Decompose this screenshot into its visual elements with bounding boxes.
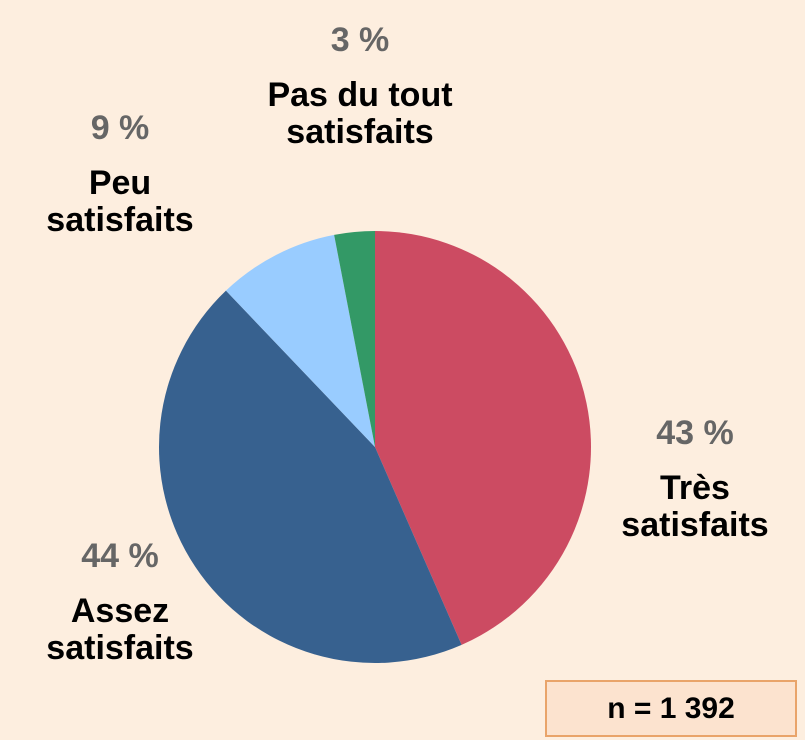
slice-label: 9 % Peu satisfaits — [20, 110, 220, 239]
value-label: 44 % — [81, 537, 159, 575]
value-label: 9 % — [90, 109, 150, 147]
slice-label: 3 % Pas du tout satisfaits — [255, 22, 465, 151]
pie-slice — [334, 231, 375, 447]
category-label: Assez satisfaits — [46, 592, 194, 667]
sample-size-note: n = 1 392 — [545, 680, 797, 737]
pie-slice — [158, 290, 462, 664]
category-label: Pas du tout satisfaits — [267, 76, 453, 151]
pie-slice — [375, 231, 592, 645]
category-label: Peu satisfaits — [46, 164, 194, 239]
pie-slice — [225, 234, 375, 447]
slice-label: 44 % Assez satisfaits — [20, 538, 220, 667]
slice-label: 43 % Très satisfaits — [595, 415, 795, 544]
category-label: Très satisfaits — [621, 469, 769, 544]
value-label: 43 % — [656, 414, 734, 452]
value-label: 3 % — [330, 21, 390, 59]
